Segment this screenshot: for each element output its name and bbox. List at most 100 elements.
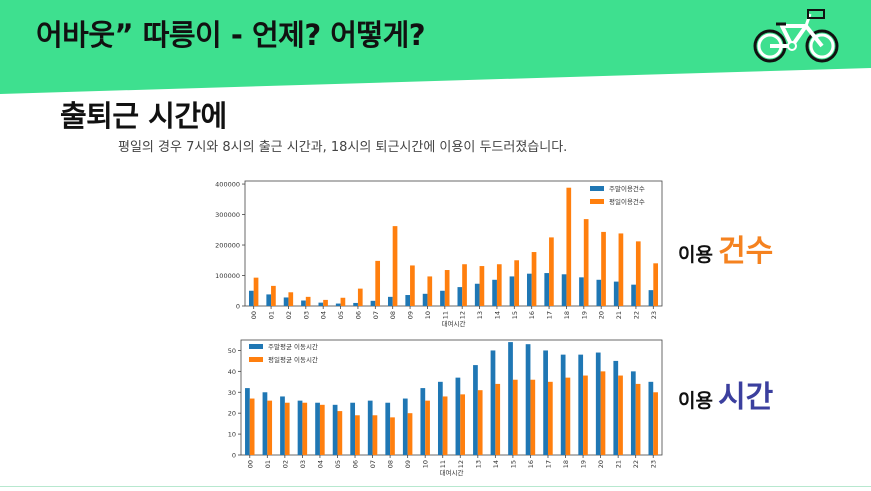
bar-weekend — [402, 398, 408, 455]
bicycle-icon — [753, 9, 839, 63]
x-tick-label: 16 — [528, 311, 536, 319]
bar-weekend — [301, 300, 306, 306]
y-tick-label: 400000 — [215, 181, 240, 189]
usage-count-word: 건수 — [718, 234, 774, 269]
legend-swatch — [249, 344, 263, 349]
bar-weekend — [613, 281, 619, 306]
y-tick-label: 30 — [228, 389, 236, 397]
legend-swatch — [590, 186, 604, 191]
bar-weekday — [479, 266, 485, 306]
bar-weekday — [601, 231, 606, 306]
bar-weekend — [385, 402, 391, 455]
x-tick-label: 02 — [285, 311, 293, 319]
usage-time-chart: 0 10 20 30 40 50 00 01 02 03 04 05 06 07 08 09 10 11 12 13 1… — [228, 339, 663, 477]
x-tick-label: 07 — [369, 460, 377, 468]
x-tick-label: 09 — [407, 311, 415, 319]
bar-weekday — [565, 377, 571, 455]
x-tick-label: 02 — [281, 460, 289, 468]
bar-weekday — [583, 219, 589, 306]
bar-weekend — [367, 400, 373, 455]
y-tick-label: 0 — [236, 303, 240, 311]
x-tick-label: 21 — [615, 460, 623, 468]
x-tick-label: 06 — [354, 311, 362, 319]
bar-weekend — [526, 273, 532, 306]
x-tick-label: 13 — [476, 311, 484, 319]
bar-weekend — [266, 294, 272, 306]
bar-weekday — [427, 276, 433, 306]
bar-weekday — [531, 252, 537, 306]
bar-weekend — [422, 293, 428, 306]
bar-weekday — [583, 375, 588, 455]
bar-weekend — [420, 388, 426, 455]
bar-weekday — [547, 381, 553, 455]
header-bar — [0, 0, 871, 68]
x-tick-label: 00 — [250, 311, 258, 319]
plot-frame — [240, 339, 663, 456]
x-tick-label: 20 — [598, 311, 606, 319]
y-tick-label: 20 — [228, 410, 236, 418]
x-tick-label: 03 — [299, 460, 307, 468]
usage-count-prefix: 이용 — [678, 244, 713, 266]
bar-weekend — [509, 276, 515, 306]
x-tick-label: 06 — [352, 460, 360, 468]
x-axis-label: 대여시간 — [440, 468, 464, 477]
bar-weekend — [578, 354, 584, 455]
x-tick-label: 07 — [372, 311, 380, 319]
bar-weekday — [635, 241, 641, 306]
bar-weekday — [372, 415, 378, 455]
y-tick-label: 40 — [228, 368, 236, 376]
x-tick-label: 23 — [650, 460, 658, 468]
bar-weekday — [249, 398, 255, 455]
bar-weekday — [530, 379, 536, 455]
bar-weekend — [370, 300, 376, 306]
bar-weekend — [437, 381, 443, 455]
bar-weekend — [455, 377, 461, 455]
bar-weekend — [315, 402, 320, 455]
bar-weekend — [579, 277, 584, 306]
bar-weekend — [405, 295, 411, 306]
bar-weekday — [618, 375, 623, 455]
x-tick-label: 11 — [439, 460, 447, 468]
bar-weekday — [253, 277, 259, 306]
y-tick-label: 10 — [228, 431, 236, 439]
x-tick-label: 19 — [580, 460, 588, 468]
x-tick-label: 22 — [632, 460, 640, 468]
bar-weekend — [262, 392, 268, 455]
bar-weekend — [474, 283, 480, 306]
x-tick-label: 18 — [563, 311, 571, 319]
bar-weekend — [457, 287, 463, 306]
x-tick-label: 09 — [404, 460, 412, 468]
y-tick-label: 50 — [228, 347, 236, 355]
legend-label: 주말이용건수 — [609, 184, 645, 193]
x-tick-label: 18 — [562, 460, 570, 468]
bar-weekend — [248, 290, 254, 306]
bar-weekday — [477, 390, 483, 455]
bar-weekday — [425, 400, 430, 455]
bar-weekend — [473, 365, 478, 455]
x-tick-label: 01 — [268, 311, 276, 319]
bar-weekend — [544, 273, 550, 306]
bar-weekday — [357, 288, 363, 306]
bar-weekday — [288, 292, 294, 306]
bar-weekday — [653, 263, 659, 306]
bar-weekday — [410, 265, 415, 306]
x-axis-label: 대여시간 — [442, 319, 466, 328]
x-tick-label: 10 — [422, 460, 430, 468]
bar-weekday — [375, 260, 381, 306]
bar-weekday — [514, 260, 520, 306]
bar-weekday — [600, 371, 606, 455]
usage-time-label: 이용 시간 — [678, 372, 773, 416]
y-tick-label: 300000 — [215, 211, 240, 219]
bar-weekend — [297, 400, 303, 455]
bar-weekend — [335, 303, 341, 306]
x-tick-label: 17 — [544, 460, 552, 468]
bar-weekday — [566, 187, 572, 306]
bar-weekday — [496, 264, 502, 306]
bottom-divider — [0, 486, 871, 487]
bar-weekday — [635, 383, 641, 455]
bar-weekday — [392, 226, 398, 306]
bar-weekend — [245, 388, 250, 455]
y-tick-label: 200000 — [215, 242, 240, 250]
x-tick-label: 04 — [320, 311, 328, 319]
bar-weekday — [323, 299, 328, 306]
